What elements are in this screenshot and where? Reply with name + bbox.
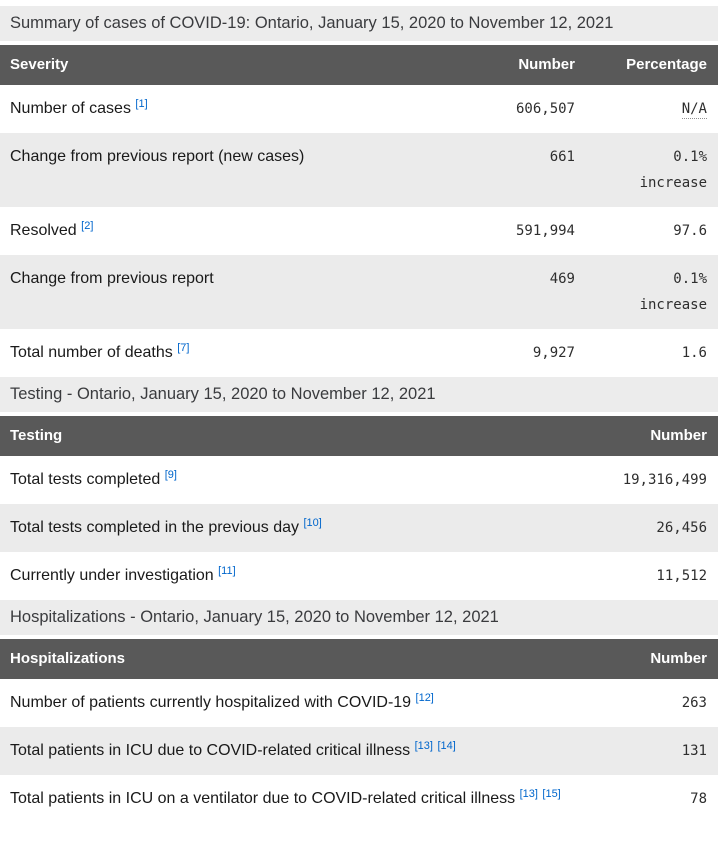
row-label: Total number of deaths <box>10 344 173 361</box>
row-percentage-note: increase <box>639 175 707 191</box>
footnote-marker: [13] <box>520 788 538 800</box>
table-row: Change from previous report 469 0.1% inc… <box>0 255 718 329</box>
table-row: Change from previous report (new cases) … <box>0 133 718 207</box>
row-percentage: 0.1% <box>673 271 707 287</box>
footnote-marker: [9] <box>165 469 177 481</box>
row-percentage-cell: N/A <box>586 85 718 133</box>
footnote-link[interactable]: [13] <box>414 740 433 752</box>
table-row: Total tests completed [9] 19,316,499 <box>0 456 718 504</box>
table-row: Total patients in ICU on a ventilator du… <box>0 775 718 823</box>
row-number: 606,507 <box>515 101 575 117</box>
footnote-marker: [13] <box>415 740 433 752</box>
row-label: Currently under investigation <box>10 567 214 584</box>
footnote-link[interactable]: [15] <box>542 788 561 800</box>
row-number: 11,512 <box>656 568 707 584</box>
footnote-link[interactable]: [7] <box>177 342 190 354</box>
row-label: Total tests completed <box>10 471 161 488</box>
table-row: Total tests completed in the previous da… <box>0 504 718 552</box>
footnote-marker: [15] <box>542 788 560 800</box>
footnote-link[interactable]: [9] <box>164 469 177 481</box>
row-label: Change from previous report (new cases) <box>10 148 305 165</box>
row-label-cell: Currently under investigation [11] <box>0 552 588 600</box>
testing-header-row: Testing Number <box>0 416 718 456</box>
table-row: Total patients in ICU due to COVID-relat… <box>0 727 718 775</box>
hospitalizations-table-caption: Hospitalizations - Ontario, January 15, … <box>0 600 718 635</box>
footnote-link[interactable]: [13] <box>519 788 538 800</box>
row-number: 661 <box>549 149 575 165</box>
footnote-link[interactable]: [12] <box>415 692 434 704</box>
table-row: Total number of deaths [7] 9,927 1.6 <box>0 329 718 377</box>
row-number: 131 <box>681 743 707 759</box>
row-number: 19,316,499 <box>622 472 707 488</box>
row-percentage-cell: 0.1% increase <box>586 255 718 329</box>
column-header-percentage: Percentage <box>586 45 718 85</box>
row-number: 591,994 <box>515 223 575 239</box>
row-number: 78 <box>690 791 707 807</box>
column-header-severity: Severity <box>0 45 456 85</box>
row-number: 263 <box>681 695 707 711</box>
table-row: Resolved [2] 591,994 97.6 <box>0 207 718 255</box>
row-label: Change from previous report <box>10 270 214 287</box>
covid-summary-page: Summary of cases of COVID-19: Ontario, J… <box>0 6 718 823</box>
severity-table-caption: Summary of cases of COVID-19: Ontario, J… <box>0 6 718 41</box>
footnote-marker: [2] <box>81 220 93 232</box>
row-number: 26,456 <box>656 520 707 536</box>
row-percentage: 97.6 <box>673 223 707 239</box>
row-percentage: 1.6 <box>681 345 707 361</box>
column-header-hospitalizations: Hospitalizations <box>0 639 588 679</box>
hospitalizations-table: Hospitalizations Number Number of patien… <box>0 639 718 823</box>
table-row: Number of patients currently hospitalize… <box>0 679 718 727</box>
row-label: Resolved <box>10 222 77 239</box>
row-percentage-note: increase <box>639 297 707 313</box>
row-number: 9,927 <box>532 345 575 361</box>
row-label-cell: Change from previous report (new cases) <box>0 133 456 207</box>
severity-header-row: Severity Number Percentage <box>0 45 718 85</box>
row-label-cell: Total patients in ICU due to COVID-relat… <box>0 727 588 775</box>
row-label: Total patients in ICU on a ventilator du… <box>10 790 516 807</box>
row-number: 469 <box>549 271 575 287</box>
row-label: Number of cases <box>10 100 131 117</box>
column-header-number: Number <box>588 416 718 456</box>
footnote-link[interactable]: [11] <box>218 565 236 577</box>
testing-table: Testing Number Total tests completed [9]… <box>0 416 718 600</box>
row-percentage: 0.1% <box>673 149 707 165</box>
column-header-testing: Testing <box>0 416 588 456</box>
row-label-cell: Change from previous report <box>0 255 456 329</box>
row-percentage-cell: 0.1% increase <box>586 133 718 207</box>
na-abbreviation: N/A <box>681 101 707 119</box>
row-label: Total patients in ICU due to COVID-relat… <box>10 742 411 759</box>
table-row: Number of cases [1] 606,507 N/A <box>0 85 718 133</box>
footnote-link[interactable]: [1] <box>135 98 148 110</box>
severity-table: Severity Number Percentage Number of cas… <box>0 45 718 377</box>
row-label: Number of patients currently hospitalize… <box>10 694 412 711</box>
footnote-marker: [12] <box>416 692 434 704</box>
footnote-marker: [1] <box>135 98 147 110</box>
footnote-link[interactable]: [2] <box>81 220 94 232</box>
footnote-link[interactable]: [14] <box>437 740 456 752</box>
row-label-cell: Resolved [2] <box>0 207 456 255</box>
row-label-cell: Number of cases [1] <box>0 85 456 133</box>
row-label-cell: Total tests completed in the previous da… <box>0 504 588 552</box>
row-label-cell: Number of patients currently hospitalize… <box>0 679 588 727</box>
column-header-number: Number <box>588 639 718 679</box>
column-header-number: Number <box>456 45 586 85</box>
table-row: Currently under investigation [11] 11,51… <box>0 552 718 600</box>
testing-table-caption: Testing - Ontario, January 15, 2020 to N… <box>0 377 718 412</box>
row-label-cell: Total tests completed [9] <box>0 456 588 504</box>
row-label-cell: Total number of deaths [7] <box>0 329 456 377</box>
row-label-cell: Total patients in ICU on a ventilator du… <box>0 775 588 823</box>
hospitalizations-header-row: Hospitalizations Number <box>0 639 718 679</box>
footnote-marker: [7] <box>177 342 189 354</box>
footnote-marker: [10] <box>304 517 322 529</box>
footnote-marker: [11] <box>218 565 236 577</box>
footnote-link[interactable]: [10] <box>303 517 322 529</box>
footnote-marker: [14] <box>437 740 455 752</box>
row-label: Total tests completed in the previous da… <box>10 519 300 536</box>
